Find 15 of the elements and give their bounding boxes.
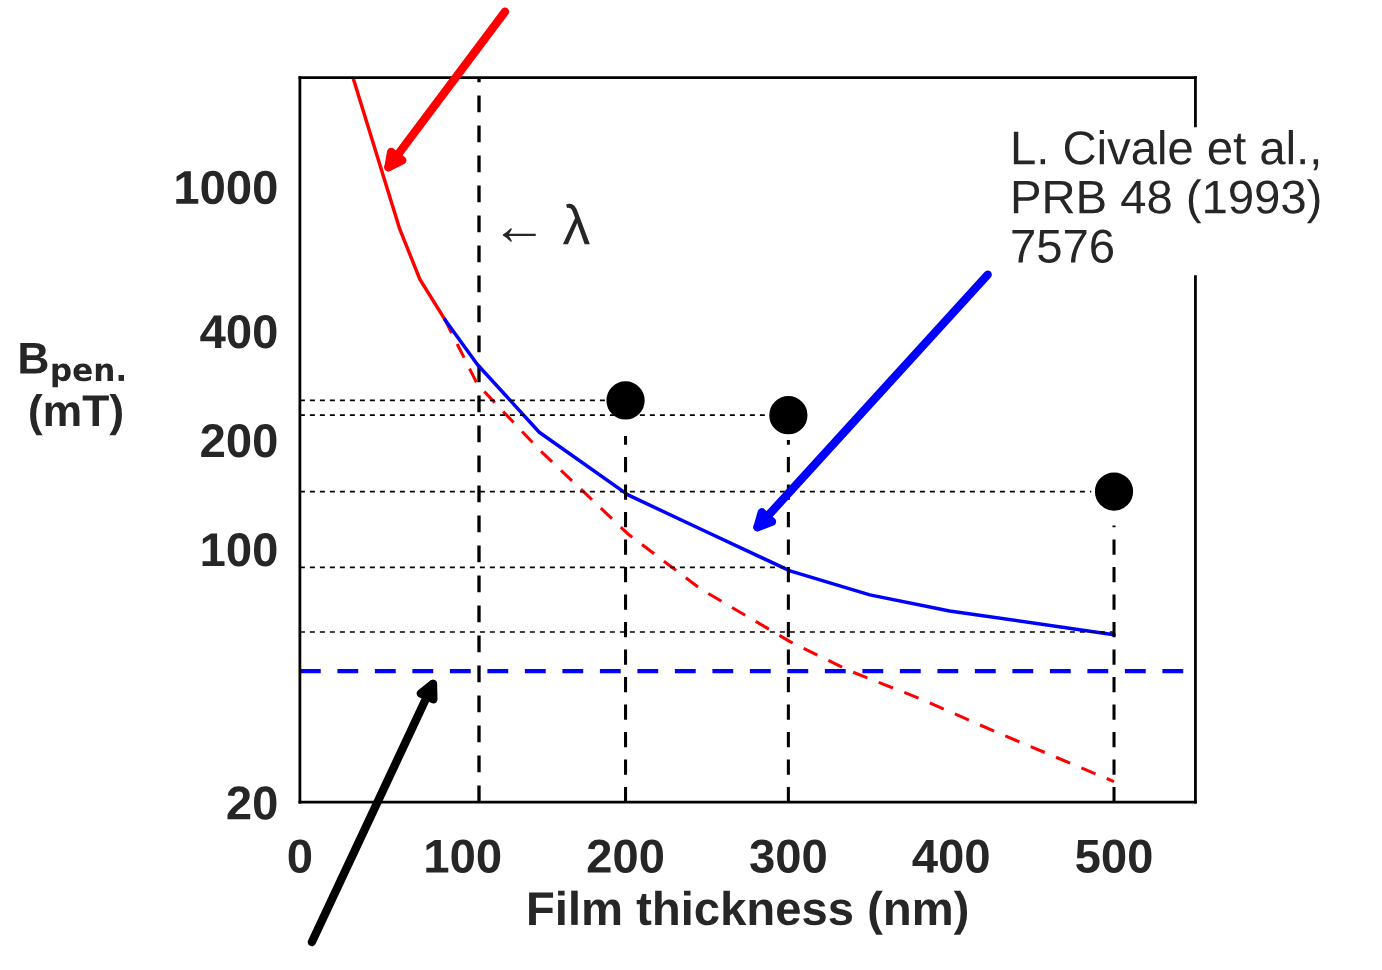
y-tick-label: 200 [201,424,277,458]
x-axis-title: Film thickness (nm) [529,890,968,935]
y-tick-label: 400 [200,314,277,349]
y-tick-label: 1000 [176,170,277,205]
x-tick-label: 100 [426,839,501,873]
x-tick-label: 400 [912,839,989,873]
x-tick-label: 500 [1076,839,1152,873]
x-tick-label: 200 [587,839,664,873]
y-axis-title: B$_{pen.}$ (mT) [20,343,125,436]
x-tick-label: 300 [750,839,826,874]
x-tick-label: 0 [288,839,312,873]
y-tick-label: 20 [227,786,277,820]
annotation: ← λ [502,203,590,245]
y-tick-label: 100 [202,533,277,567]
annotation: L. Civale et al., PRB 48 (1993) 7576 [1012,130,1320,263]
